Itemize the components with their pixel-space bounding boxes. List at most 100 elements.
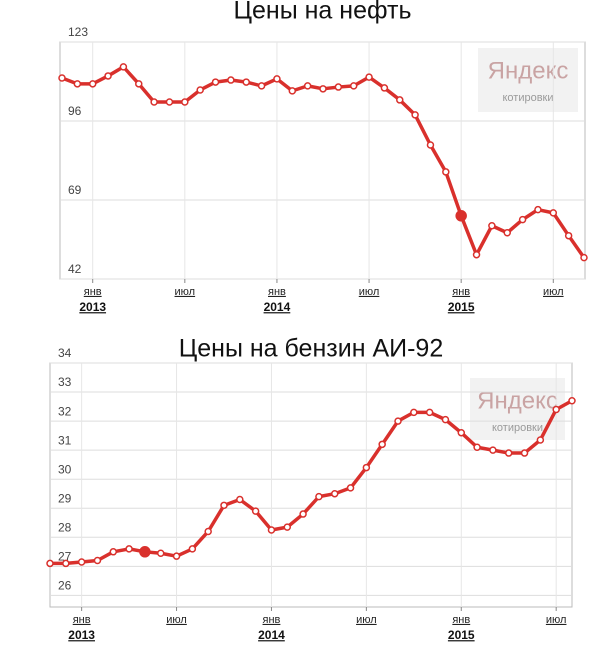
data-point <box>46 559 54 568</box>
data-point <box>362 463 371 472</box>
data-point <box>425 408 434 417</box>
watermark-logo: Яндекс <box>488 57 569 84</box>
data-point <box>227 76 235 84</box>
data-point <box>119 63 128 71</box>
chart-title: Цены на нефть <box>234 0 412 25</box>
x-tick-label: янв <box>452 286 470 298</box>
data-point <box>196 86 204 94</box>
data-point <box>299 510 307 518</box>
watermark-box <box>470 378 565 440</box>
data-point <box>77 558 86 566</box>
data-point <box>62 559 70 568</box>
data-point <box>242 78 250 86</box>
x-year-label: 2015 <box>448 628 475 642</box>
watermark-box <box>478 48 578 112</box>
x-year-label: 2013 <box>68 628 95 642</box>
x-tick-label: июл <box>543 286 564 298</box>
data-point <box>442 168 450 176</box>
data-point <box>472 250 481 259</box>
data-point <box>288 87 297 95</box>
y-tick-label: 123 <box>68 25 88 39</box>
data-point <box>251 507 260 515</box>
data-point <box>411 111 419 119</box>
x-tick-label: янв <box>452 614 470 626</box>
x-tick-label: июл <box>166 614 187 626</box>
x-tick-label: июл <box>175 286 196 298</box>
data-point <box>380 84 389 92</box>
y-tick-label: 31 <box>58 433 72 447</box>
data-point <box>426 141 435 149</box>
data-point <box>410 408 418 417</box>
x-tick-label: янв <box>268 286 286 298</box>
series-line <box>50 399 573 566</box>
data-point <box>441 415 450 424</box>
y-tick-label: 69 <box>68 183 82 197</box>
y-tick-label: 27 <box>58 550 72 564</box>
y-tick-label: 28 <box>58 520 72 534</box>
data-point <box>489 446 497 454</box>
data-point <box>303 82 312 90</box>
highlight-point <box>139 546 151 558</box>
y-tick-label: 42 <box>68 262 82 276</box>
data-point <box>315 492 323 501</box>
y-tick-label: 96 <box>68 104 82 118</box>
y-tick-label: 30 <box>58 462 72 476</box>
data-point <box>473 443 481 451</box>
data-point <box>520 449 529 457</box>
data-point <box>365 73 373 81</box>
y-tick-label: 34 <box>58 346 72 360</box>
x-year-label: 2014 <box>258 628 285 642</box>
data-point <box>73 80 82 88</box>
data-point <box>204 527 212 536</box>
data-point <box>504 449 513 457</box>
data-point <box>257 82 266 90</box>
data-point <box>236 495 244 504</box>
highlight-point <box>455 210 467 222</box>
data-point <box>283 523 292 531</box>
data-point <box>220 501 228 510</box>
data-point <box>150 98 158 106</box>
data-point <box>211 78 220 86</box>
data-point <box>181 98 189 106</box>
data-point <box>457 428 466 437</box>
data-point <box>109 548 118 556</box>
data-point <box>267 526 276 534</box>
data-point <box>58 74 66 82</box>
watermark-logo: Яндекс <box>477 387 558 414</box>
data-point <box>172 552 181 560</box>
data-point <box>346 484 355 492</box>
data-point <box>568 397 576 405</box>
y-tick-label: 26 <box>58 579 72 593</box>
data-point <box>580 253 588 262</box>
x-tick-label: янв <box>84 286 102 298</box>
x-year-label: 2015 <box>448 300 475 314</box>
x-tick-label: июл <box>546 614 567 626</box>
chart-title: Цены на бензин АИ-92 <box>179 335 443 363</box>
data-point <box>534 205 542 214</box>
data-point <box>549 209 558 217</box>
data-point <box>536 436 545 444</box>
data-point <box>330 489 339 498</box>
x-tick-label: июл <box>356 614 377 626</box>
x-tick-label: янв <box>263 614 281 626</box>
data-point <box>273 75 281 83</box>
y-tick-label: 33 <box>58 375 72 389</box>
y-tick-label: 32 <box>58 404 72 418</box>
data-point <box>319 85 327 93</box>
x-year-label: 2013 <box>79 300 106 314</box>
y-tick-label: 29 <box>58 491 72 505</box>
x-tick-label: янв <box>73 614 91 626</box>
data-point <box>488 221 496 230</box>
x-tick-label: июл <box>359 286 380 298</box>
data-point <box>93 556 102 565</box>
data-point <box>334 83 343 91</box>
data-point <box>188 545 197 553</box>
data-point <box>156 549 165 558</box>
watermark-caption: котировки <box>492 422 543 434</box>
x-year-label: 2014 <box>264 300 291 314</box>
data-point <box>564 231 573 240</box>
data-point <box>135 80 143 88</box>
data-point <box>378 440 386 449</box>
data-point <box>165 98 174 106</box>
